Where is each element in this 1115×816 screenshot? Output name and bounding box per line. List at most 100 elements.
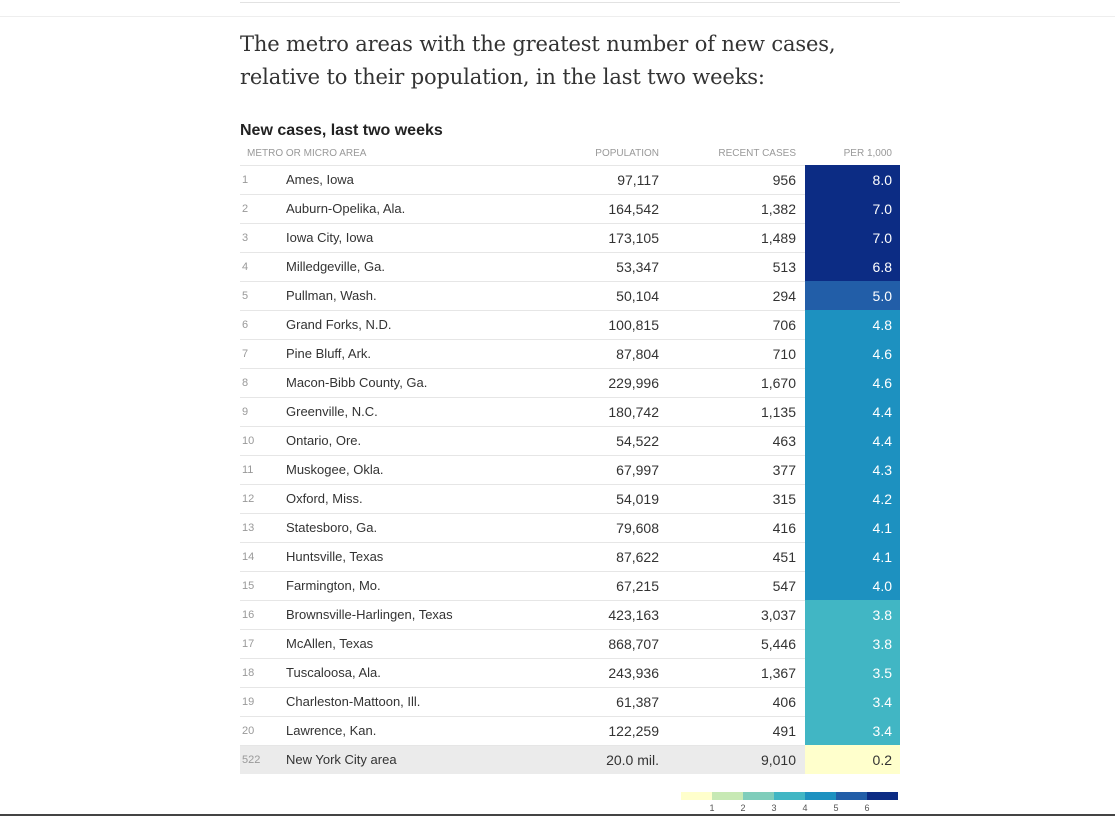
rank-cell: 4 (242, 261, 249, 273)
population-cell: 100,815 (608, 317, 659, 333)
legend-tick-label: 2 (740, 803, 746, 813)
per-1000-cell: 3.8 (805, 629, 900, 658)
table-row: 9 Greenville, N.C. 180,742 1,135 4.4 (240, 397, 900, 426)
per-1000-cell: 4.1 (805, 542, 900, 571)
table-row: 7 Pine Bluff, Ark. 87,804 710 4.6 (240, 339, 900, 368)
area-name-cell: Iowa City, Iowa (286, 230, 374, 245)
rank-cell: 10 (242, 435, 255, 447)
population-cell: 53,347 (616, 259, 659, 275)
table-row: 20 Lawrence, Kan. 122,259 491 3.4 (240, 716, 900, 745)
population-cell: 122,259 (608, 723, 659, 739)
per-1000-cell: 4.6 (805, 368, 900, 397)
area-name-cell: Pullman, Wash. (286, 288, 377, 303)
table-row: 4 Milledgeville, Ga. 53,347 513 6.8 (240, 252, 900, 281)
legend-swatch (805, 792, 836, 800)
per-1000-cell: 3.5 (805, 658, 900, 687)
recent-cases-cell: 9,010 (760, 752, 796, 768)
legend-swatch (712, 792, 743, 800)
population-cell: 87,804 (616, 346, 659, 362)
area-name-cell: Ames, Iowa (286, 172, 354, 187)
per-1000-cell: 4.4 (805, 397, 900, 426)
per-1000-cell: 4.6 (805, 339, 900, 368)
recent-cases-cell: 513 (772, 259, 796, 275)
per-1000-cell: 5.0 (805, 281, 900, 310)
column-header-area: Metro or micro area (247, 148, 367, 159)
area-name-cell: New York City area (286, 752, 397, 767)
rank-cell: 7 (242, 348, 249, 360)
rank-cell: 15 (242, 580, 255, 592)
recent-cases-cell: 1,670 (760, 375, 796, 391)
population-cell: 243,936 (608, 665, 659, 681)
table-row: 3 Iowa City, Iowa 173,105 1,489 7.0 (240, 223, 900, 252)
population-cell: 20.0 mil. (606, 752, 659, 768)
rank-cell: 2 (242, 203, 249, 215)
bottom-edge (0, 814, 1115, 816)
recent-cases-cell: 5,446 (760, 636, 796, 652)
area-name-cell: Ontario, Ore. (286, 433, 362, 448)
rank-cell: 1 (242, 174, 249, 186)
population-cell: 164,542 (608, 201, 659, 217)
rank-cell: 8 (242, 377, 249, 389)
recent-cases-cell: 1,135 (760, 404, 796, 420)
legend-swatch (774, 792, 805, 800)
rank-cell: 19 (242, 696, 255, 708)
legend-tick-label: 5 (833, 803, 839, 813)
area-name-cell: Auburn-Opelika, Ala. (286, 201, 406, 216)
table-row: 2 Auburn-Opelika, Ala. 164,542 1,382 7.0 (240, 194, 900, 223)
table-row: 19 Charleston-Mattoon, Ill. 61,387 406 3.4 (240, 687, 900, 716)
table-row: 11 Muskogee, Okla. 67,997 377 4.3 (240, 455, 900, 484)
cases-table: Metro or micro area Population Recent ca… (240, 143, 900, 774)
recent-cases-cell: 315 (772, 491, 796, 507)
legend-tick-label: 3 (771, 803, 777, 813)
color-legend: 1 2 3 4 5 6 (681, 792, 898, 816)
rank-cell: 6 (242, 319, 249, 331)
population-cell: 97,117 (617, 172, 659, 188)
recent-cases-cell: 1,489 (760, 230, 796, 246)
recent-cases-cell: 547 (772, 578, 796, 594)
population-cell: 67,215 (616, 578, 659, 594)
per-1000-cell: 4.3 (805, 455, 900, 484)
population-cell: 868,707 (608, 636, 659, 652)
population-cell: 50,104 (616, 288, 659, 304)
table-row: 522 New York City area 20.0 mil. 9,010 0.2 (240, 745, 900, 774)
area-name-cell: Macon-Bibb County, Ga. (286, 375, 428, 390)
recent-cases-cell: 406 (772, 694, 796, 710)
table-row: 15 Farmington, Mo. 67,215 547 4.0 (240, 571, 900, 600)
rank-cell: 20 (242, 725, 255, 737)
population-cell: 87,622 (616, 549, 659, 565)
population-cell: 54,522 (616, 433, 659, 449)
page-divider (0, 16, 1115, 17)
table-row: 13 Statesboro, Ga. 79,608 416 4.1 (240, 513, 900, 542)
rank-cell: 18 (242, 667, 255, 679)
rank-cell: 522 (242, 754, 261, 766)
area-name-cell: Huntsville, Texas (286, 549, 384, 564)
table-row: 16 Brownsville-Harlingen, Texas 423,163 3,0… (240, 600, 900, 629)
top-divider (240, 0, 900, 3)
recent-cases-cell: 1,382 (760, 201, 796, 217)
population-cell: 423,163 (608, 607, 659, 623)
table-row: 12 Oxford, Miss. 54,019 315 4.2 (240, 484, 900, 513)
legend-swatch (681, 792, 712, 800)
area-name-cell: Pine Bluff, Ark. (286, 346, 372, 361)
rank-cell: 9 (242, 406, 249, 418)
rank-cell: 13 (242, 522, 255, 534)
per-1000-cell: 3.4 (805, 687, 900, 716)
area-name-cell: Charleston-Mattoon, Ill. (286, 694, 421, 709)
per-1000-cell: 7.0 (805, 223, 900, 252)
area-name-cell: Tuscaloosa, Ala. (286, 665, 381, 680)
recent-cases-cell: 1,367 (760, 665, 796, 681)
table-body: 1 Ames, Iowa 97,117 9 5 6 8.0 2 Auburn-Opelika, … (240, 165, 900, 774)
per-1000-cell: 4.4 (805, 426, 900, 455)
area-name-cell: Greenville, N.C. (286, 404, 378, 419)
per-1000-cell: 8.0 (805, 165, 900, 194)
recent-cases-cell: 451 (772, 549, 796, 565)
rank-cell: 5 (242, 290, 249, 302)
table-header: Metro or micro area Population Recent ca… (240, 143, 900, 165)
per-1000-cell: 3.8 (805, 600, 900, 629)
legend-tick-label: 1 (709, 803, 715, 813)
table-row: 17 McAllen, Texas 868,707 5,446 3.8 (240, 629, 900, 658)
legend-tick-label: 4 (802, 803, 808, 813)
per-1000-cell: 4.8 (805, 310, 900, 339)
column-header-recent-cases: Recent cases (718, 148, 796, 159)
area-name-cell: Muskogee, Okla. (286, 462, 384, 477)
